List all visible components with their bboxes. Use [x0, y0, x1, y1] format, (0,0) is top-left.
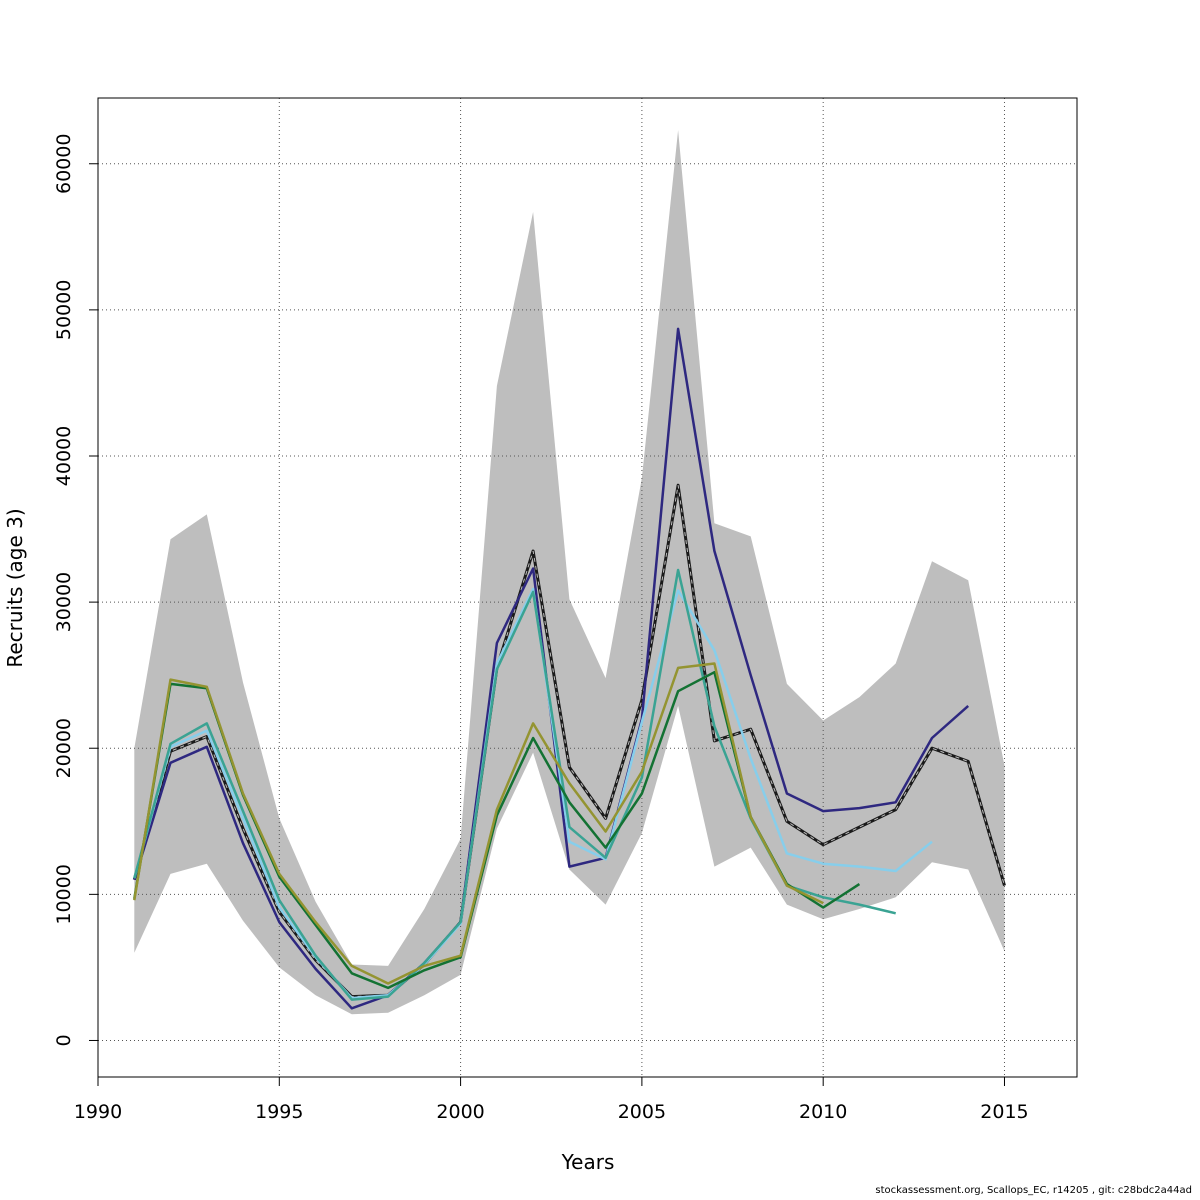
y-tick-label: 10000	[53, 864, 75, 924]
y-axis-title: Recruits (age 3)	[3, 508, 27, 667]
series-line-0-dash	[133, 485, 1005, 998]
y-tick-label: 30000	[53, 572, 75, 632]
x-tick-label: 1995	[255, 1101, 303, 1123]
x-tick-label: 2010	[799, 1101, 847, 1123]
footer-credit: stockassessment.org, Scallops_EC, r14205…	[875, 1185, 1192, 1196]
y-tick-label: 60000	[53, 134, 75, 194]
x-tick-label: 2000	[436, 1101, 484, 1123]
series-lines	[132, 327, 1006, 1010]
y-tick-label: 40000	[53, 426, 75, 486]
y-tick-label: 50000	[53, 280, 75, 340]
x-tick-label: 2005	[618, 1101, 666, 1123]
x-axis: 1990 1995 2000 2005 2010 2015	[74, 1076, 1029, 1123]
series-line-2	[133, 587, 933, 1000]
y-tick-label: 20000	[53, 718, 75, 778]
x-tick-label: 1990	[74, 1101, 122, 1123]
x-tick-label: 2015	[980, 1101, 1028, 1123]
x-axis-title: Years	[561, 1150, 615, 1174]
series-line-5	[133, 662, 824, 985]
y-axis: 0 10000 20000 30000 40000 50000 60000	[53, 134, 99, 1047]
y-tick-label: 0	[53, 1034, 75, 1046]
